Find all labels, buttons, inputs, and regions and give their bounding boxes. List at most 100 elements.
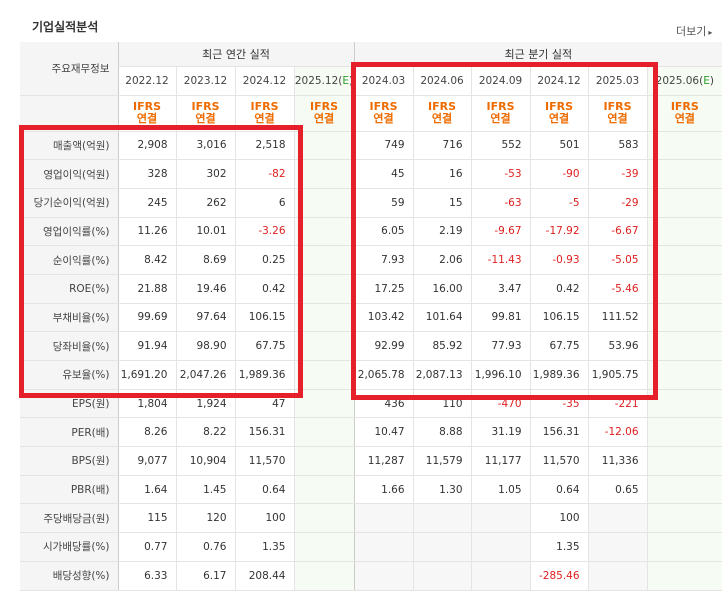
annual-value-cell: 100	[234, 503, 294, 534]
corner-label: 주요재무정보	[20, 42, 118, 96]
quarter-value-cell: 92.99	[353, 331, 414, 361]
quarter-value-cell: 67.75	[529, 331, 589, 361]
quarter-value-cell: 100	[529, 503, 589, 534]
quarter-value-cell: 111.52	[587, 303, 648, 333]
quarter-value-cell: 0.64	[529, 475, 589, 505]
quarter-value-cell: -53	[470, 159, 531, 189]
ifrs-label: IFRS	[603, 100, 632, 113]
quarter-value-cell: -0.93	[529, 245, 589, 275]
financial-summary-table: 주요재무정보 최근 연간 실적 최근 분기 실적 2022.12 2023.12 2024…	[20, 42, 723, 591]
consolidated-label: 연결	[431, 112, 453, 125]
ifrs-label: IFRS	[486, 100, 515, 113]
ifrs-label: IFRS	[545, 100, 574, 113]
table-row: 부채비율(%) 99.69 97.64 106.15 103.42 101.64 99.81…	[20, 303, 723, 333]
quarter-value-cell: 2.19	[412, 217, 472, 247]
quarter-date-header: 2024.12	[529, 66, 589, 96]
quarter-value-cell: 1,996.10	[470, 360, 531, 390]
quarter-value-cell: 1,905.75	[587, 360, 648, 390]
quarter-value-cell: 552	[470, 131, 531, 161]
table-row: 영업이익(억원) 328 302 -82 45 16 -53 -90 -39	[20, 159, 723, 189]
annual-value-cell	[293, 475, 355, 505]
consolidated-label: 연결	[373, 112, 394, 125]
ifrs-label: IFRS	[670, 100, 699, 113]
quarter-value-cell: 11,579	[412, 446, 472, 476]
quarter-value-cell	[646, 475, 723, 505]
row-label: 당기순이익(억원)	[20, 188, 118, 218]
consolidated-label: 연결	[607, 112, 628, 125]
quarter-value-cell: 583	[587, 131, 648, 161]
row-label: 순이익률(%)	[20, 245, 118, 275]
consolidated-label: 연결	[674, 112, 695, 125]
annual-group-header: 최근 연간 실적	[117, 42, 355, 67]
quarter-value-cell	[470, 532, 531, 562]
quarter-value-cell	[646, 303, 723, 333]
annual-value-cell: 0.64	[234, 475, 294, 505]
ifrs-label: IFRS	[250, 100, 279, 113]
row-label: 매출액(억원)	[20, 131, 118, 161]
annual-value-cell: 156.31	[234, 417, 294, 448]
annual-value-cell: 98.90	[175, 331, 235, 361]
annual-value-cell: 8.42	[117, 245, 176, 275]
annual-value-cell: 208.44	[234, 561, 294, 591]
estimate-marker: E	[342, 74, 350, 87]
quarter-date-header: 2024.09	[470, 66, 531, 96]
quarter-value-cell	[587, 561, 648, 591]
quarter-value-cell	[646, 217, 723, 247]
quarter-value-cell	[646, 503, 723, 534]
annual-value-cell: 91.94	[117, 331, 176, 361]
annual-value-cell	[293, 389, 355, 419]
annual-value-cell: 10,904	[175, 446, 235, 476]
table-row: BPS(원) 9,077 10,904 11,570 11,287 11,579 11,17…	[20, 446, 723, 476]
consolidated-label: 연결	[254, 112, 275, 125]
annual-date-header: 2024.12	[234, 66, 294, 96]
annual-date-header: 2025.12(E)	[293, 66, 355, 96]
quarter-value-cell: -9.67	[470, 217, 531, 247]
consolidated-label: 연결	[136, 112, 158, 125]
quarter-value-cell: 17.25	[353, 274, 414, 304]
annual-date-header: 2022.12	[117, 66, 176, 96]
quarter-value-cell: 10.47	[353, 417, 414, 448]
quarter-value-cell: -5	[529, 188, 589, 218]
table-row: EPS(원) 1,804 1,924 47 436 110 -470 -35 -221	[20, 389, 723, 419]
annual-value-cell: 8.26	[117, 417, 176, 448]
more-link[interactable]: 더보기 ▸	[676, 23, 712, 39]
table-row: 영업이익률(%) 11.26 10.01 -3.26 6.05 2.19 -9.67 -17.…	[20, 217, 723, 247]
quarter-value-cell	[646, 360, 723, 390]
annual-value-cell: 97.64	[175, 303, 235, 333]
annual-value-cell: 302	[175, 159, 235, 189]
annual-value-cell: 2,908	[117, 131, 176, 161]
annual-value-cell: 0.42	[234, 274, 294, 304]
row-label: PBR(배)	[20, 475, 118, 505]
quarter-value-cell	[412, 532, 472, 562]
quarter-value-cell	[412, 503, 472, 534]
quarter-value-cell: 156.31	[529, 417, 589, 448]
quarter-value-cell	[646, 131, 723, 161]
row-label: BPS(원)	[20, 446, 118, 476]
annual-value-cell: 67.75	[234, 331, 294, 361]
table-row: 배당성향(%) 6.33 6.17 208.44 -285.46	[20, 561, 723, 591]
annual-value-cell	[293, 532, 355, 562]
quarter-value-cell: -6.67	[587, 217, 648, 247]
more-label: 더보기	[676, 25, 707, 38]
quarter-value-cell: 11,287	[353, 446, 414, 476]
annual-date-header: 2023.12	[175, 66, 235, 96]
annual-value-cell: 0.77	[117, 532, 176, 562]
annual-value-cell: 3,016	[175, 131, 235, 161]
quarter-value-cell	[353, 503, 414, 534]
quarter-value-cell	[412, 561, 472, 591]
annual-value-cell: 11,570	[234, 446, 294, 476]
quarter-value-cell	[646, 417, 723, 448]
quarter-value-cell: 103.42	[353, 303, 414, 333]
ifrs-header: IFRS 연결	[470, 95, 531, 132]
quarter-value-cell: 2,087.13	[412, 360, 472, 390]
annual-value-cell: 8.69	[175, 245, 235, 275]
row-label: 주당배당금(원)	[20, 503, 118, 534]
annual-value-cell: 2,047.26	[175, 360, 235, 390]
ifrs-label: IFRS	[191, 100, 220, 113]
annual-value-cell: 120	[175, 503, 235, 534]
quarter-value-cell: 0.65	[587, 475, 648, 505]
quarter-value-cell	[646, 532, 723, 562]
row-label: 부채비율(%)	[20, 303, 118, 333]
quarter-value-cell: -5.05	[587, 245, 648, 275]
quarter-value-cell	[587, 532, 648, 562]
